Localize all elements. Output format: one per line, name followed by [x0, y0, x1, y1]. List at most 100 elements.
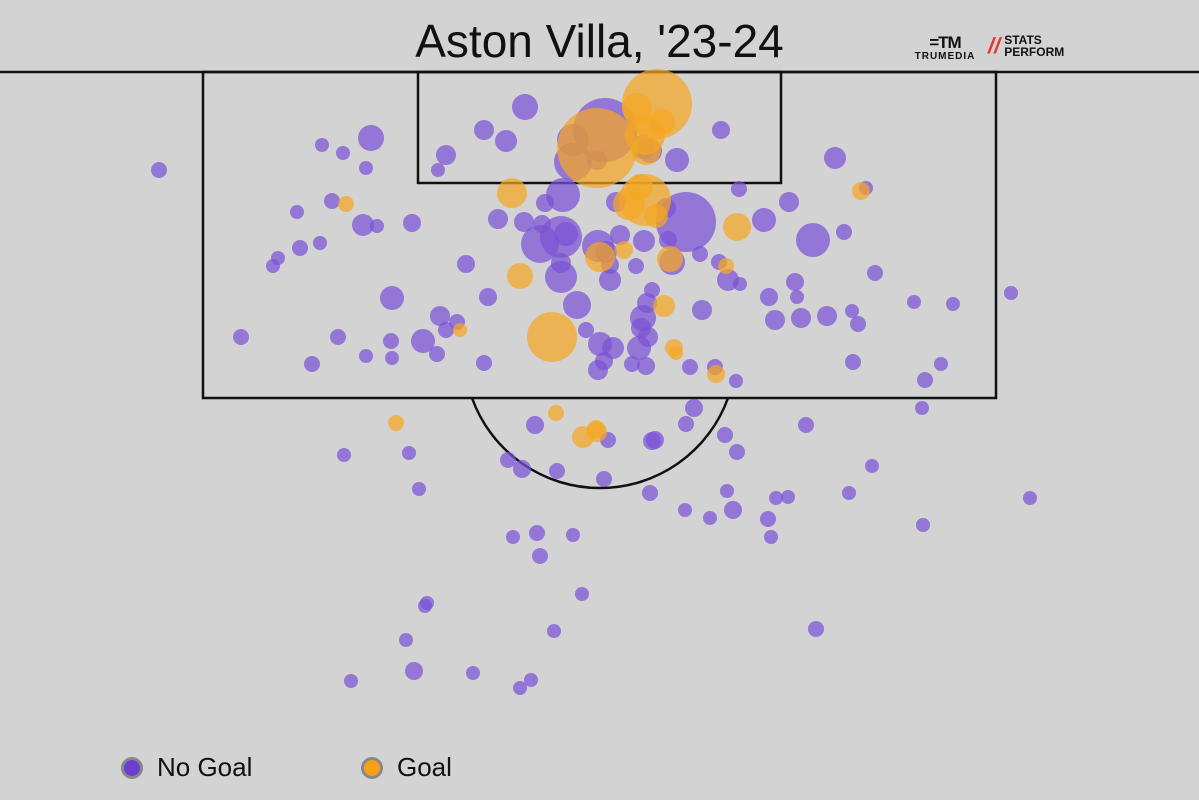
shot-point-no-goal [836, 224, 852, 240]
shot-point-no-goal [798, 417, 814, 433]
shot-point-no-goal [769, 491, 783, 505]
shot-point-no-goal [760, 288, 778, 306]
shot-point-goal [644, 204, 668, 228]
shot-point-goal [723, 213, 751, 241]
shot-point-no-goal [466, 666, 480, 680]
shot-point-no-goal [479, 288, 497, 306]
shot-point-no-goal [526, 416, 544, 434]
shot-point-no-goal [781, 490, 795, 504]
stats-perform-text-top: STATS [1004, 33, 1042, 47]
shot-point-no-goal [731, 181, 747, 197]
shot-point-no-goal [907, 295, 921, 309]
shot-point-no-goal [867, 265, 883, 281]
shot-point-goal [338, 196, 354, 212]
shot-point-no-goal [304, 356, 320, 372]
shot-point-no-goal [524, 673, 538, 687]
shot-point-no-goal [845, 304, 859, 318]
shot-point-no-goal [532, 548, 548, 564]
shot-point-no-goal [233, 329, 249, 345]
shot-point-no-goal [633, 230, 655, 252]
shot-point-no-goal [405, 662, 423, 680]
shot-point-no-goal [724, 501, 742, 519]
shot-point-no-goal [438, 322, 454, 338]
shot-point-no-goal [513, 460, 531, 478]
trumedia-logo: =TM TRUMEDIA [912, 34, 978, 62]
shot-point-no-goal [1023, 491, 1037, 505]
shot-point-no-goal [403, 214, 421, 232]
shot-point-no-goal [436, 145, 456, 165]
shot-point-no-goal [352, 214, 374, 236]
shot-point-no-goal [824, 147, 846, 169]
shot-point-no-goal [315, 138, 329, 152]
shot-point-goal [527, 312, 577, 362]
shot-point-no-goal [842, 486, 856, 500]
shot-point-no-goal [752, 208, 776, 232]
shot-point-no-goal [336, 146, 350, 160]
shot-point-no-goal [359, 349, 373, 363]
shot-point-no-goal [324, 193, 340, 209]
shot-point-no-goal [845, 354, 861, 370]
shot-point-no-goal [643, 432, 661, 450]
shot-point-no-goal [764, 530, 778, 544]
shot-point-no-goal [330, 329, 346, 345]
stats-perform-logo: // STATS PERFORM [988, 34, 1064, 58]
shot-point-no-goal [796, 223, 830, 257]
shot-point-no-goal [685, 399, 703, 417]
shot-point-no-goal [602, 337, 624, 359]
shot-point-no-goal [549, 463, 565, 479]
shot-point-goal [631, 135, 661, 165]
shot-point-no-goal [610, 225, 630, 245]
shot-point-no-goal [659, 231, 677, 249]
shot-point-no-goal [431, 163, 445, 177]
shot-point-no-goal [402, 446, 416, 460]
shot-point-no-goal [682, 359, 698, 375]
shot-point-goal [707, 365, 725, 383]
shot-point-no-goal [916, 518, 930, 532]
shot-point-no-goal [292, 240, 308, 256]
trumedia-logo-text: TRUMEDIA [914, 51, 976, 62]
legend-item-no-goal: No Goal [121, 752, 252, 783]
shot-point-no-goal [791, 308, 811, 328]
shot-point-no-goal [546, 178, 580, 212]
shot-point-no-goal [733, 277, 747, 291]
shot-point-no-goal [642, 485, 658, 501]
shot-point-no-goal [495, 130, 517, 152]
shot-point-goal [718, 258, 734, 274]
shot-point-goal [388, 415, 404, 431]
shot-point-goal [587, 420, 605, 438]
shot-point-no-goal [430, 306, 450, 326]
shot-point-no-goal [380, 286, 404, 310]
shot-point-no-goal [575, 587, 589, 601]
shot-point-no-goal [513, 681, 527, 695]
shot-point-no-goal [563, 291, 591, 319]
shot-point-no-goal [786, 273, 804, 291]
penalty-arc [470, 397, 730, 490]
shot-point-goal [613, 188, 645, 220]
stats-perform-slash-icon: // [988, 33, 1001, 58]
trumedia-logo-mark: =TM [929, 33, 961, 52]
shot-point-no-goal [554, 222, 578, 246]
shot-point-no-goal [457, 255, 475, 273]
shot-point-no-goal [599, 269, 621, 291]
shot-point-no-goal [514, 212, 534, 232]
shot-point-no-goal [760, 511, 776, 527]
shot-point-no-goal [529, 525, 545, 541]
legend-swatch-no-goal [121, 756, 143, 779]
shot-point-no-goal [779, 192, 799, 212]
shot-point-goal [669, 346, 683, 360]
shot-point-no-goal [729, 374, 743, 388]
shot-point-no-goal [692, 246, 708, 262]
shot-point-no-goal [344, 674, 358, 688]
shot-point-no-goal [637, 357, 655, 375]
shot-point-no-goal [429, 346, 445, 362]
shot-point-goal [557, 108, 637, 188]
shot-point-no-goal [1004, 286, 1018, 300]
shot-point-no-goal [547, 624, 561, 638]
shot-point-no-goal [370, 219, 384, 233]
shot-point-no-goal [151, 162, 167, 178]
shot-point-no-goal [644, 282, 660, 298]
shot-point-no-goal [790, 290, 804, 304]
shot-point-no-goal [412, 482, 426, 496]
shot-point-no-goal [692, 300, 712, 320]
